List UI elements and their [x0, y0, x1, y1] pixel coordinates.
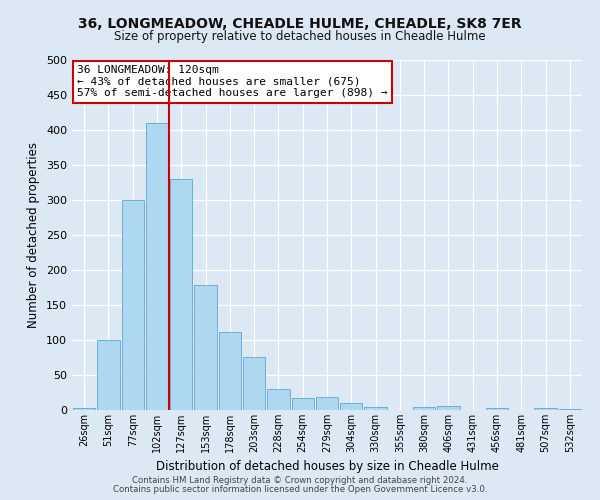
Bar	[559, 408, 581, 410]
Bar	[218, 332, 241, 410]
Bar	[97, 340, 119, 410]
Text: 36 LONGMEADOW: 120sqm
← 43% of detached houses are smaller (675)
57% of semi-det: 36 LONGMEADOW: 120sqm ← 43% of detached …	[77, 66, 388, 98]
Text: Contains public sector information licensed under the Open Government Licence v3: Contains public sector information licen…	[113, 485, 487, 494]
Bar	[243, 357, 265, 410]
Bar	[292, 398, 314, 410]
Bar	[340, 403, 362, 410]
Text: Size of property relative to detached houses in Cheadle Hulme: Size of property relative to detached ho…	[114, 30, 486, 43]
Bar	[316, 398, 338, 410]
Text: Contains HM Land Registry data © Crown copyright and database right 2024.: Contains HM Land Registry data © Crown c…	[132, 476, 468, 485]
Bar	[146, 123, 168, 410]
Bar	[122, 200, 144, 410]
Bar	[364, 407, 387, 410]
Text: 36, LONGMEADOW, CHEADLE HULME, CHEADLE, SK8 7ER: 36, LONGMEADOW, CHEADLE HULME, CHEADLE, …	[78, 18, 522, 32]
Bar	[437, 406, 460, 410]
Bar	[535, 408, 557, 410]
Bar	[267, 389, 290, 410]
Bar	[486, 408, 508, 410]
Y-axis label: Number of detached properties: Number of detached properties	[28, 142, 40, 328]
Bar	[170, 179, 193, 410]
X-axis label: Distribution of detached houses by size in Cheadle Hulme: Distribution of detached houses by size …	[155, 460, 499, 473]
Bar	[73, 408, 95, 410]
Bar	[194, 286, 217, 410]
Bar	[413, 407, 436, 410]
